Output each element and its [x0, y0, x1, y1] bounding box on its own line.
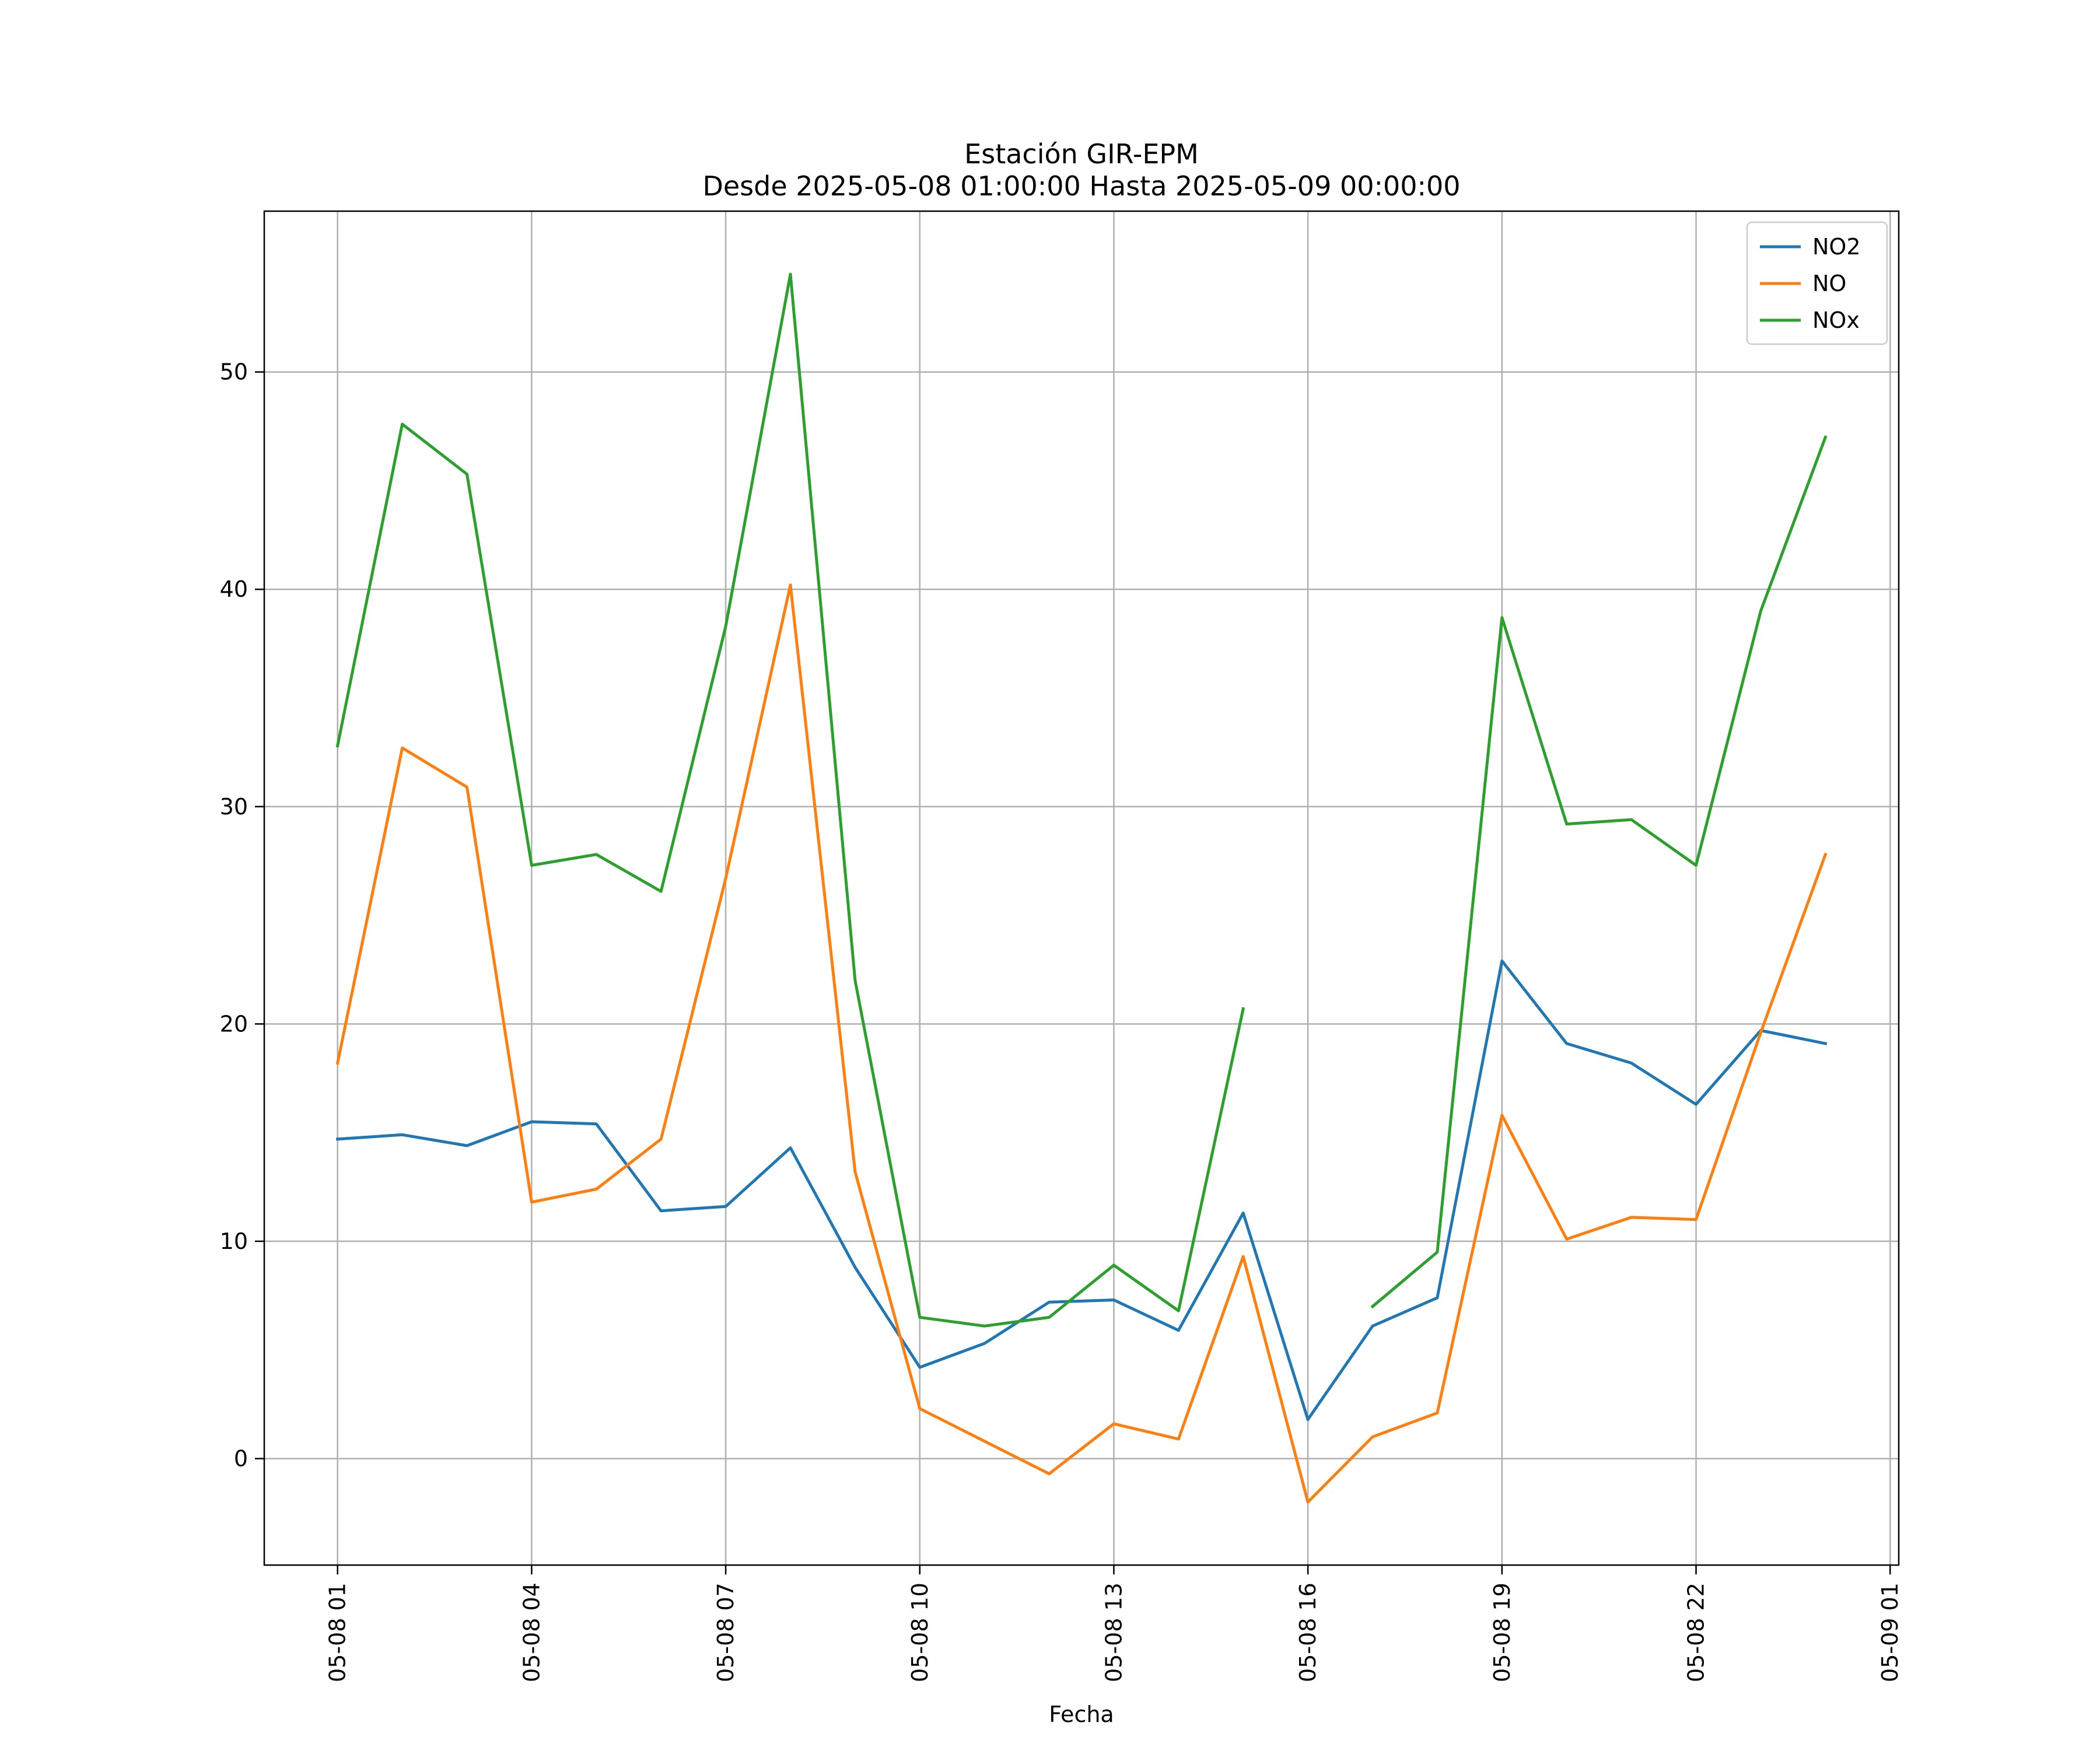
- legend-label-no2: NO2: [1812, 234, 1861, 260]
- x-tick-label: 05-08 22: [1684, 1583, 1709, 1682]
- y-tick-label: 20: [220, 1011, 248, 1037]
- y-tick-label: 30: [220, 794, 248, 820]
- series-line-no2: [336, 959, 1828, 1421]
- series-line-no: [335, 583, 1828, 1504]
- x-axis-label: Fecha: [1049, 1702, 1114, 1727]
- series-line-nox: [335, 272, 1828, 1328]
- x-tick-label: 05-08 04: [519, 1583, 544, 1682]
- x-tick-label: 05-08 19: [1489, 1583, 1515, 1682]
- x-tick-label: 05-08 10: [907, 1583, 933, 1682]
- y-tick-label: 50: [220, 359, 248, 385]
- y-tick-label: 40: [220, 576, 248, 602]
- legend: NO2 NO NOx: [1746, 221, 1888, 345]
- chart-subtitle: Desde 2025-05-08 01:00:00 Hasta 2025-05-…: [702, 170, 1460, 202]
- chart-title: Estación GIR-EPM: [964, 138, 1199, 170]
- series-layer: [335, 272, 1828, 1504]
- plot-frame: [263, 210, 1900, 1566]
- x-tick-label: 05-08 13: [1101, 1583, 1126, 1682]
- grid: [264, 211, 1899, 1565]
- y-tick-label: 10: [220, 1228, 248, 1254]
- x-tick-label: 05-08 01: [325, 1583, 351, 1682]
- x-axis: 05-08 01 05-08 04 05-08 07 05-08 10 05-08 13…: [325, 1565, 1903, 1682]
- legend-box: [1746, 221, 1888, 345]
- legend-label-nox: NOx: [1812, 307, 1860, 333]
- x-tick-label: 05-08 07: [713, 1583, 738, 1682]
- legend-label-no: NO: [1812, 271, 1846, 296]
- x-tick-label: 05-08 16: [1295, 1583, 1321, 1682]
- y-tick-label: 0: [234, 1446, 248, 1471]
- x-tick-label: 05-09 01: [1877, 1583, 1903, 1682]
- y-axis: 0 10 20 30 40 50: [220, 359, 264, 1471]
